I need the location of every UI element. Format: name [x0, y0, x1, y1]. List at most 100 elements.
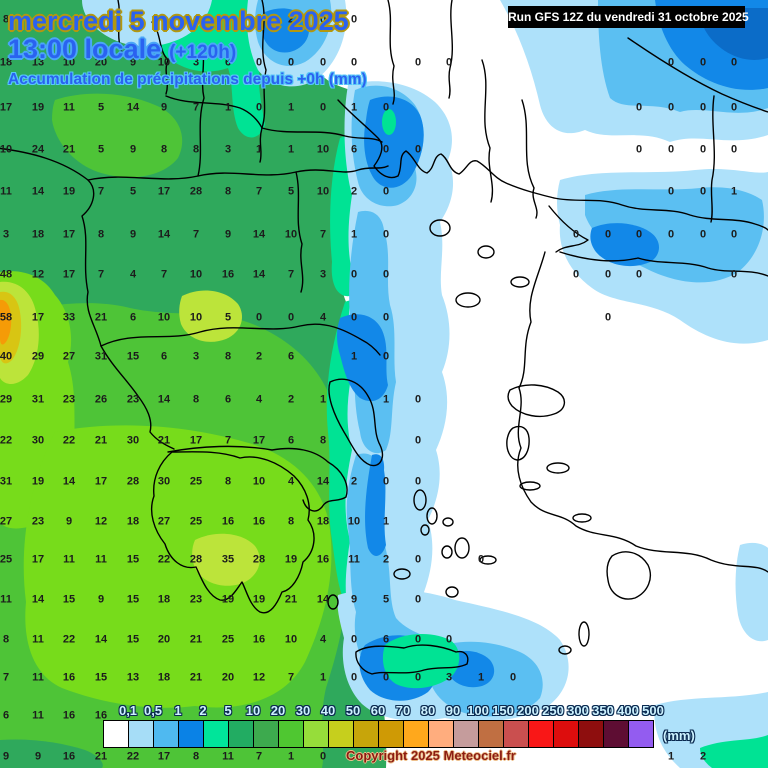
map-value: 0 — [635, 143, 643, 156]
map-value: 17 — [31, 311, 45, 324]
map-value: 7 — [2, 671, 10, 684]
map-value: 10 — [316, 143, 330, 156]
map-value: 10 — [62, 56, 76, 69]
map-value: 0 — [414, 143, 422, 156]
map-value: 21 — [189, 633, 203, 646]
map-value: 6 — [382, 633, 390, 646]
map-value: 1 — [730, 185, 738, 198]
map-value: 17 — [157, 750, 171, 763]
map-value: 2 — [255, 13, 263, 26]
legend-swatch — [603, 720, 629, 748]
map-value: 48 — [0, 268, 13, 281]
legend-label: 90 — [445, 703, 461, 718]
map-value: 14 — [126, 101, 140, 114]
legend-swatch — [303, 720, 329, 748]
map-value: 9 — [129, 56, 137, 69]
map-value: 14 — [31, 593, 45, 606]
map-value: 0 — [382, 350, 390, 363]
map-value: 1 — [350, 101, 358, 114]
legend-label: 1 — [174, 703, 182, 718]
map-value: 5 — [382, 593, 390, 606]
map-value: 21 — [62, 143, 76, 156]
map-value: 0 — [414, 434, 422, 447]
map-value: 7 — [287, 268, 295, 281]
map-value: 30 — [157, 475, 171, 488]
legend-label: 30 — [295, 703, 311, 718]
map-value: 0 — [382, 185, 390, 198]
map-value: 0 — [382, 101, 390, 114]
map-value: 3 — [2, 228, 10, 241]
map-value: 0 — [730, 101, 738, 114]
color-scale-legend: (mm) 0,1 0,5 1 2 5 10 20 30 40 50 60 70 80 90 100 150 20… — [103, 704, 703, 754]
map-value: 30 — [31, 434, 45, 447]
map-value: 8 — [2, 13, 10, 26]
map-value: 5 — [129, 185, 137, 198]
coastlines-borders — [0, 0, 768, 675]
map-value: 9 — [160, 101, 168, 114]
map-value: 1 — [224, 101, 232, 114]
map-value: 0 — [730, 228, 738, 241]
legend-swatch — [253, 720, 279, 748]
map-value: 0 — [572, 268, 580, 281]
map-value: 8 — [192, 750, 200, 763]
map-value: 2 — [382, 553, 390, 566]
map-value: 4 — [129, 268, 137, 281]
map-value: 8 — [319, 434, 327, 447]
map-value: 0 — [255, 311, 263, 324]
map-value: 0 — [477, 553, 485, 566]
map-value: 16 — [221, 515, 235, 528]
map-value: 9 — [34, 750, 42, 763]
map-value: 1 — [287, 143, 295, 156]
map-value: 0 — [635, 268, 643, 281]
map-value: 0 — [414, 553, 422, 566]
map-value: 0 — [350, 671, 358, 684]
map-value: 11 — [222, 750, 234, 763]
legend-swatch — [178, 720, 204, 748]
map-value: 5 — [97, 143, 105, 156]
map-value: 0 — [667, 143, 675, 156]
map-value: 5 — [287, 185, 295, 198]
map-value: 15 — [126, 633, 140, 646]
map-value: 17 — [62, 268, 76, 281]
map-value: 7 — [97, 185, 105, 198]
map-value: 17 — [0, 101, 13, 114]
map-value: 22 — [126, 750, 140, 763]
map-value: 14 — [316, 475, 330, 488]
map-value: 28 — [126, 475, 140, 488]
map-value: 0 — [382, 143, 390, 156]
map-value: 3 — [192, 56, 200, 69]
map-value: 16 — [94, 709, 108, 722]
map-value: 0 — [255, 56, 263, 69]
map-value: 31 — [0, 475, 13, 488]
map-value: 0 — [414, 633, 422, 646]
map-value: 9 — [350, 593, 358, 606]
map-value: 7 — [255, 750, 263, 763]
precip-green-field — [0, 0, 415, 768]
map-value: 23 — [189, 593, 203, 606]
map-value: 6 — [160, 350, 168, 363]
map-value: 23 — [62, 393, 76, 406]
map-value: 0 — [572, 228, 580, 241]
legend-label: 500 — [642, 703, 664, 718]
map-value: 11 — [32, 671, 44, 684]
map-value: 14 — [31, 185, 45, 198]
map-value: 1 — [319, 393, 327, 406]
map-value: 29 — [0, 393, 13, 406]
map-value: 6 — [224, 393, 232, 406]
map-value: 5 — [224, 311, 232, 324]
map-value: 0 — [319, 101, 327, 114]
map-value: 0 — [350, 268, 358, 281]
map-value: 11 — [63, 553, 75, 566]
map-value: 9 — [129, 143, 137, 156]
legend-swatch — [528, 720, 554, 748]
map-value: 25 — [0, 553, 13, 566]
legend-swatch — [403, 720, 429, 748]
map-value: 0 — [635, 228, 643, 241]
map-value: 0 — [635, 101, 643, 114]
map-value: 0 — [350, 56, 358, 69]
map-value: 21 — [94, 434, 108, 447]
legend-label: 70 — [395, 703, 411, 718]
map-value: 18 — [0, 56, 13, 69]
